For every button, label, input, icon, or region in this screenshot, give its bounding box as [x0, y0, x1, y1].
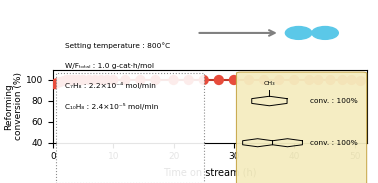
- Point: [61, 80, 67, 83]
- Point: [349, 79, 355, 81]
- Point: [104, 79, 110, 81]
- Point: [122, 79, 129, 81]
- Text: W/Fₜₒₜₐₗ : 1.0 g-cat·h/mol: W/Fₜₒₜₐₗ : 1.0 g-cat·h/mol: [65, 63, 155, 69]
- Point: [327, 79, 333, 81]
- Point: [110, 79, 116, 81]
- Point: [201, 79, 207, 81]
- Y-axis label: Reforming
conversion (%): Reforming conversion (%): [4, 72, 23, 140]
- Point: [57, 81, 63, 84]
- Point: [75, 79, 81, 81]
- Point: [186, 79, 192, 81]
- Point: [339, 79, 345, 81]
- Point: [64, 79, 70, 81]
- Point: [276, 79, 282, 81]
- Point: [152, 79, 158, 81]
- Point: [67, 79, 73, 81]
- Point: [52, 83, 58, 86]
- Point: [231, 79, 237, 81]
- Point: [291, 79, 297, 81]
- Point: [98, 79, 104, 81]
- Point: [92, 79, 98, 81]
- Text: C₇H₈ : 2.2×10⁻⁴ mol/min: C₇H₈ : 2.2×10⁻⁴ mol/min: [65, 82, 156, 89]
- Point: [261, 79, 267, 81]
- X-axis label: Time on stream (h): Time on stream (h): [163, 167, 257, 177]
- Point: [86, 79, 92, 81]
- Point: [315, 79, 321, 81]
- Text: conv. : 100%: conv. : 100%: [310, 140, 358, 146]
- FancyBboxPatch shape: [237, 72, 367, 183]
- Point: [80, 79, 86, 81]
- FancyBboxPatch shape: [56, 73, 203, 183]
- Text: Setting temperature : 800°C: Setting temperature : 800°C: [65, 43, 170, 49]
- Point: [246, 79, 252, 81]
- Text: C₁₀H₈ : 2.4×10⁻⁵ mol/min: C₁₀H₈ : 2.4×10⁻⁵ mol/min: [65, 103, 159, 110]
- Point: [358, 80, 364, 83]
- Point: [306, 79, 312, 81]
- Text: CH₃: CH₃: [263, 81, 275, 86]
- Point: [71, 79, 77, 81]
- Point: [137, 79, 143, 81]
- Point: [54, 82, 60, 85]
- Text: conv. : 100%: conv. : 100%: [310, 98, 358, 104]
- Point: [170, 79, 177, 81]
- Point: [216, 79, 222, 81]
